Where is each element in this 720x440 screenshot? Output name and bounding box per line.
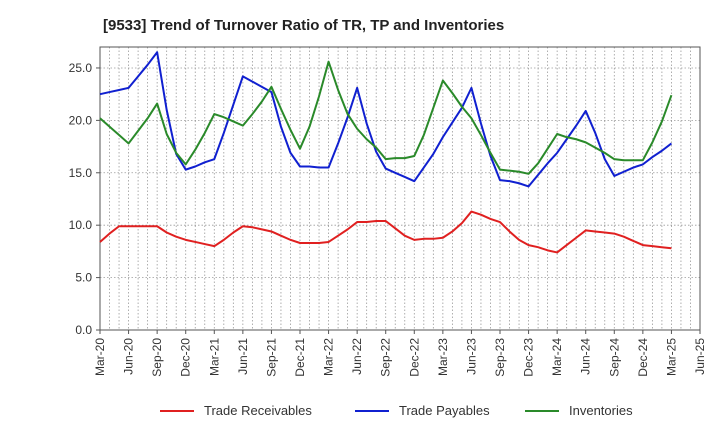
x-tick-label: Dec-23 — [522, 338, 536, 377]
grid-lines — [100, 47, 700, 330]
series-line-trade-receivables — [99, 210, 672, 254]
axes: 0.0 5.0 10.0 15.0 20.0 25.0 Mar-20 Jun-20 Sep-20… — [69, 46, 707, 377]
x-tick-label: Sep-23 — [493, 338, 507, 377]
legend-label-inventories: Inventories — [569, 403, 633, 418]
series-line-inventories — [99, 60, 673, 175]
x-tick-label: Sep-24 — [607, 338, 621, 377]
x-tick-label: Mar-25 — [664, 338, 678, 376]
x-tick-label: Jun-22 — [350, 338, 364, 375]
x-tick-label: Jun-23 — [464, 338, 478, 375]
x-tick-label: Mar-24 — [550, 338, 564, 376]
x-tick-label: Dec-22 — [407, 338, 421, 377]
series-line-trade-payables — [99, 51, 673, 188]
x-tick-label: Dec-20 — [179, 338, 193, 377]
x-tick-label: Mar-22 — [322, 338, 336, 376]
x-tick-label: Sep-22 — [379, 338, 393, 377]
legend-label-trade-payables: Trade Payables — [399, 403, 490, 418]
y-tick-label: 15.0 — [69, 166, 93, 180]
plot-area-border — [99, 46, 701, 331]
x-tick-label: Sep-20 — [150, 338, 164, 377]
chart-title: [9533] Trend of Turnover Ratio of TR, TP… — [103, 17, 504, 34]
y-tick-label: 10.0 — [69, 218, 93, 232]
x-tick-label: Dec-21 — [293, 338, 307, 377]
x-tick-label: Mar-21 — [207, 338, 221, 376]
x-tick-label: Dec-24 — [636, 338, 650, 377]
y-tick-label: 20.0 — [69, 113, 93, 127]
legend-label-trade-receivables: Trade Receivables — [204, 403, 312, 418]
x-tick-label: Jun-25 — [693, 338, 707, 375]
x-tick-label: Mar-20 — [93, 338, 107, 376]
x-tick-label: Sep-21 — [264, 338, 278, 377]
legend: Trade Receivables Trade Payables Inventori… — [160, 403, 633, 418]
x-tick-label: Jun-24 — [579, 338, 593, 375]
x-tick-label: Jun-20 — [122, 338, 136, 375]
x-tick-label: Jun-21 — [236, 338, 250, 375]
y-tick-label: 0.0 — [75, 323, 92, 337]
x-tick-label: Mar-23 — [436, 338, 450, 376]
y-tick-label: 25.0 — [69, 61, 93, 75]
y-tick-label: 5.0 — [75, 271, 92, 285]
series-lines — [99, 51, 673, 254]
